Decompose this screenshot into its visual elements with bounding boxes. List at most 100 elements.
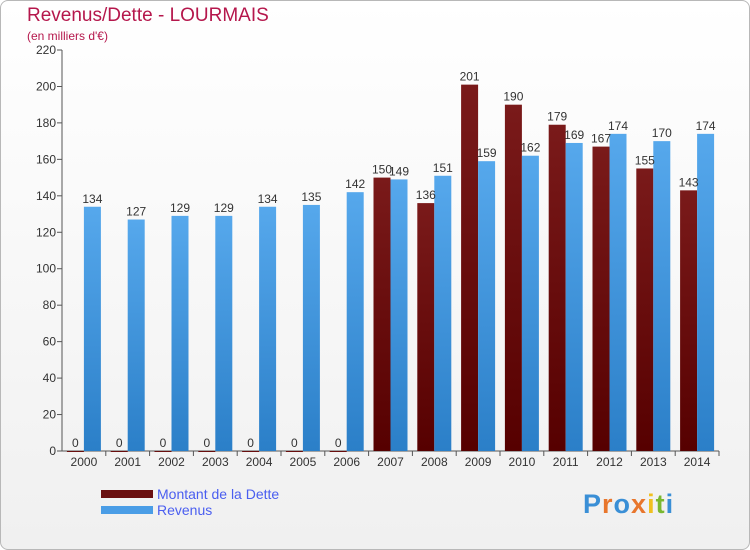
chart-title: Revenus/Dette - LOURMAIS — [27, 5, 269, 26]
y-tick-label: 0 — [49, 444, 56, 458]
data-label-revenus: 142 — [345, 177, 365, 191]
proxiti-logo: Proxiti — [583, 489, 674, 520]
data-label-dette: 0 — [116, 436, 123, 450]
data-label-revenus: 129 — [214, 201, 234, 215]
bar-dette — [198, 451, 216, 452]
x-tick-label: 2000 — [71, 455, 98, 469]
legend-label-revenus: Revenus — [157, 502, 213, 518]
bar-revenus — [434, 175, 452, 451]
x-tick-label: 2012 — [596, 455, 623, 469]
y-tick-label: 60 — [43, 335, 57, 349]
data-label-revenus: 135 — [301, 190, 321, 204]
x-tick-label: 2009 — [465, 455, 492, 469]
x-tick-label: 2003 — [202, 455, 229, 469]
data-label-revenus: 174 — [696, 119, 716, 133]
data-label-revenus: 134 — [258, 192, 278, 206]
logo-letter: r — [602, 489, 614, 519]
y-tick-label: 80 — [43, 298, 57, 312]
data-label-revenus: 134 — [82, 192, 102, 206]
bar-dette — [154, 451, 172, 452]
bar-dette — [417, 203, 435, 451]
y-tick-label: 220 — [36, 43, 56, 57]
bar-dette — [285, 451, 303, 452]
bar-dette — [548, 124, 566, 452]
y-tick-label: 100 — [36, 262, 56, 276]
bar-revenus — [215, 215, 233, 451]
data-label-revenus: 170 — [652, 126, 672, 140]
logo-letter: t — [655, 489, 666, 519]
data-label-dette: 0 — [72, 436, 79, 450]
x-axis: 2000 2001 2002 2003 2004 2005 2006 2007 2008 2009… — [62, 450, 720, 469]
y-tick-label: 160 — [36, 152, 56, 166]
bar-dette — [66, 451, 84, 452]
y-axis: 0 20 40 60 80 100 120 140 160 180 200 220 — [36, 43, 63, 458]
logo-letter: P — [583, 489, 603, 519]
legend-swatch-revenus — [101, 506, 153, 514]
bar-dette — [110, 451, 128, 452]
logo-letter: x — [631, 489, 648, 519]
bar-revenus — [259, 206, 277, 451]
logo-letter: i — [665, 489, 675, 519]
data-label-dette: 155 — [635, 153, 655, 167]
x-tick-label: 2004 — [246, 455, 273, 469]
y-tick-label: 20 — [43, 408, 57, 422]
bar-revenus — [478, 161, 496, 451]
x-tick-label: 2007 — [377, 455, 404, 469]
bar-revenus — [83, 206, 101, 451]
bar-revenus — [697, 133, 715, 451]
bar-revenus — [565, 142, 583, 451]
bar-dette — [592, 146, 610, 451]
y-tick-label: 40 — [43, 371, 57, 385]
data-label-dette: 179 — [547, 110, 567, 124]
data-label-revenus: 149 — [389, 164, 409, 178]
logo-letter: o — [613, 489, 632, 519]
bar-dette — [680, 190, 698, 451]
data-label-revenus: 174 — [608, 119, 628, 133]
data-label-revenus: 151 — [433, 161, 453, 175]
data-label-dette: 201 — [460, 70, 480, 84]
bar-dette — [636, 168, 654, 451]
x-tick-label: 2006 — [333, 455, 360, 469]
x-tick-label: 2011 — [553, 455, 579, 469]
data-label-revenus: 159 — [477, 146, 497, 160]
data-label-revenus: 169 — [564, 128, 584, 142]
x-tick-label: 2013 — [640, 455, 667, 469]
data-label-dette: 0 — [247, 436, 254, 450]
x-tick-label: 2001 — [114, 455, 141, 469]
bar-revenus — [390, 179, 408, 451]
bar-revenus — [171, 215, 189, 451]
data-label-dette: 0 — [291, 436, 298, 450]
bar-dette — [242, 451, 260, 452]
logo-letter: i — [647, 489, 656, 519]
data-label-dette: 150 — [372, 163, 392, 177]
legend-label-dette: Montant de la Dette — [157, 486, 280, 502]
x-tick-label: 2005 — [290, 455, 317, 469]
y-tick-label: 140 — [36, 189, 56, 203]
chart-subtitle: (en milliers d'€) — [27, 29, 108, 43]
bar-dette — [504, 104, 522, 451]
bar-dette — [329, 451, 347, 452]
data-label-dette: 136 — [416, 188, 436, 202]
y-tick-label: 180 — [36, 116, 56, 130]
data-label-dette: 190 — [503, 90, 523, 104]
bar-revenus — [653, 141, 671, 452]
bar-dette — [373, 177, 391, 451]
bar-revenus — [609, 133, 627, 451]
data-label-revenus: 129 — [170, 201, 190, 215]
x-tick-label: 2010 — [509, 455, 536, 469]
bar-revenus — [302, 204, 320, 451]
x-tick-label: 2008 — [421, 455, 448, 469]
data-label-dette: 0 — [160, 436, 167, 450]
x-tick-label: 2014 — [684, 455, 711, 469]
bar-dette — [461, 84, 479, 451]
data-label-dette: 0 — [203, 436, 210, 450]
data-label-revenus: 127 — [126, 205, 146, 219]
y-tick-label: 200 — [36, 79, 56, 93]
x-tick-label: 2002 — [158, 455, 185, 469]
bars — [66, 84, 715, 452]
y-tick-label: 120 — [36, 225, 56, 239]
data-label-dette: 167 — [591, 132, 611, 146]
